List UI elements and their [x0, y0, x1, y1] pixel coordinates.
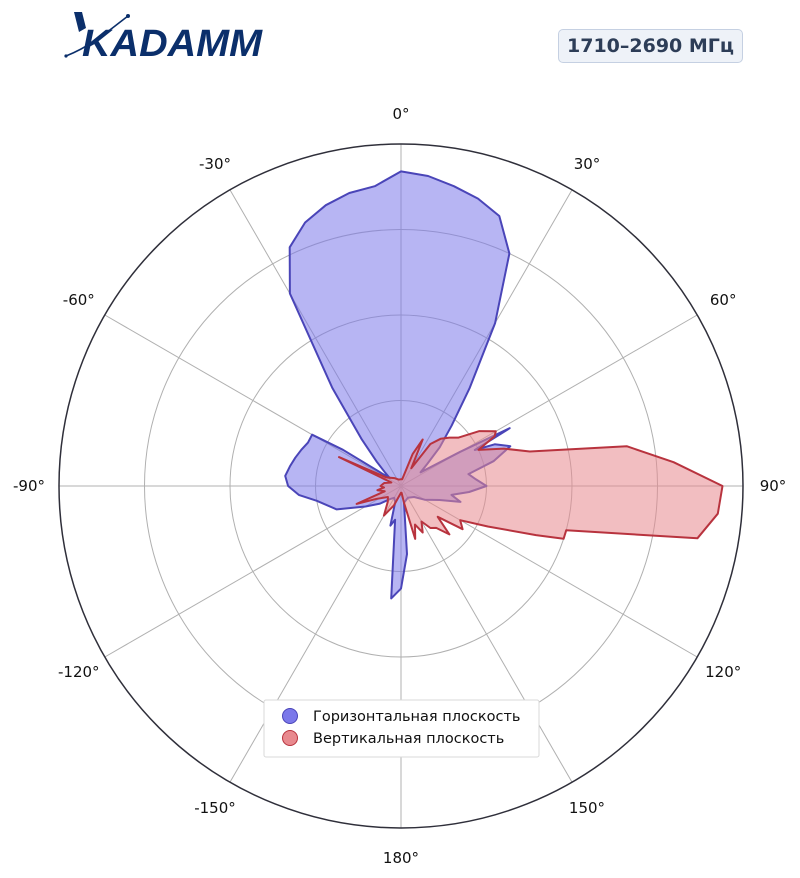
- angle-tick-label: 150°: [569, 799, 605, 817]
- angle-tick-label: 180°: [383, 849, 419, 867]
- logo-text: KADAMM: [82, 23, 263, 65]
- angle-tick-label: 30°: [574, 155, 601, 173]
- logo-mark: KADAMM: [64, 12, 263, 65]
- angle-tick-label: -90°: [13, 477, 45, 495]
- angle-tick-label: 0°: [392, 105, 409, 123]
- series-vertical-plane: [338, 430, 724, 540]
- angle-tick-label: 120°: [705, 663, 741, 681]
- legend: Горизонтальная плоскость Вертикальная пл…: [263, 699, 540, 758]
- outer-axis-ring: [58, 143, 744, 829]
- angle-tick-label: -120°: [58, 663, 100, 681]
- series-horizontal-plane: [284, 170, 512, 600]
- legend-marker-vertical: [282, 730, 298, 746]
- series-layer: [284, 170, 724, 600]
- kadamm-logo: KADAMM: [62, 6, 267, 66]
- angle-tick-label: 60°: [710, 291, 737, 309]
- angle-tick-labels: 0° 30° 60° 90° 120° 150° 180° -150° -120° -90° -60…: [13, 105, 786, 867]
- legend-box: [263, 699, 540, 758]
- radiation-pattern-chart: 0° 30° 60° 90° 120° 150° 180° -150° -120° -90° -60…: [13, 105, 786, 867]
- legend-label-vertical: Вертикальная плоскость: [313, 731, 504, 747]
- angle-tick-label: 90°: [760, 477, 787, 495]
- legend-marker-horizontal: [282, 708, 298, 724]
- legend-label-horizontal: Горизонтальная плоскость: [313, 709, 520, 725]
- angle-tick-label: -60°: [63, 291, 95, 309]
- angle-tick-label: -150°: [194, 799, 236, 817]
- angle-tick-label: -30°: [199, 155, 231, 173]
- frequency-band-badge: 1710–2690 МГц: [558, 29, 743, 63]
